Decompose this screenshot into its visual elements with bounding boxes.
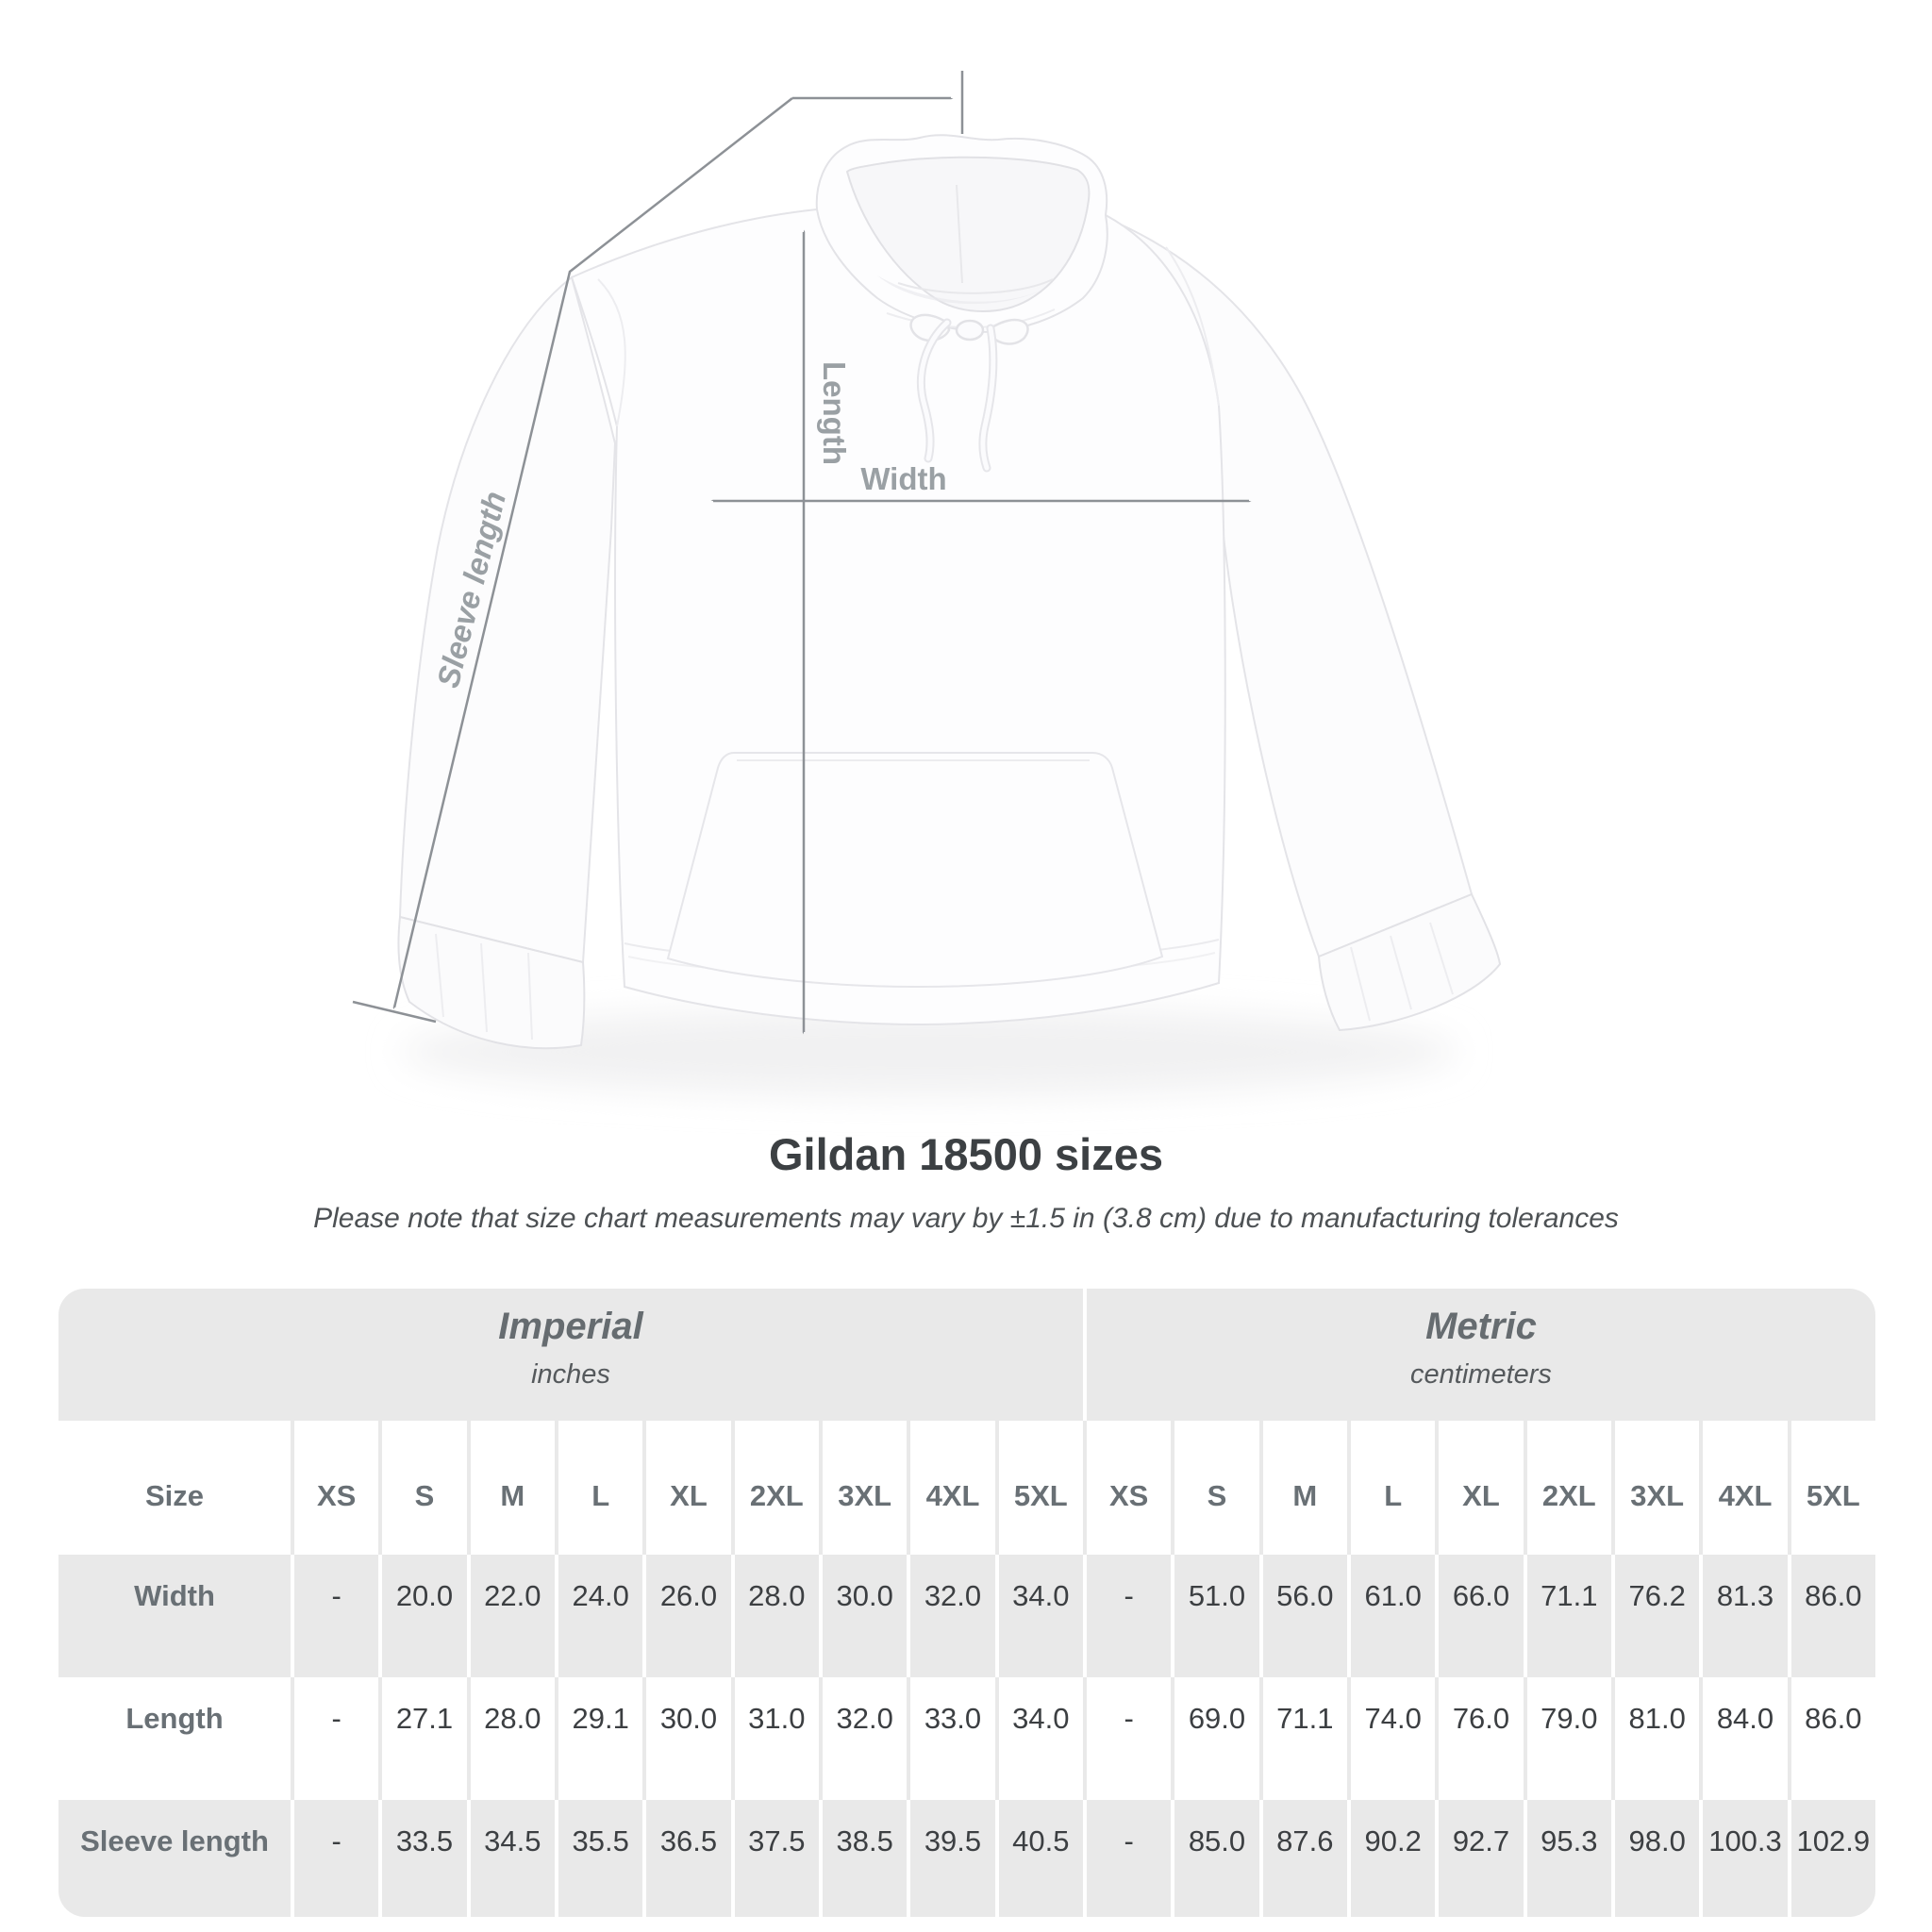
size-header-cell: 3XL	[823, 1421, 908, 1555]
title-block: Gildan 18500 sizes Please note that size…	[0, 1128, 1932, 1235]
size-header-cell: XL	[1439, 1421, 1524, 1555]
value-cell: 34.5	[470, 1800, 555, 1917]
value-cell: 30.0	[823, 1555, 908, 1677]
row-label-cell: Length	[58, 1677, 291, 1800]
value-cell: 35.5	[558, 1800, 643, 1917]
value-cell: 87.6	[1262, 1800, 1347, 1917]
imperial-group-header: Imperial inches	[58, 1289, 1083, 1421]
size-header-label: Size	[58, 1421, 291, 1555]
value-cell: 61.0	[1351, 1555, 1436, 1677]
value-cell: 36.5	[646, 1800, 731, 1917]
length-dimension-label: Length	[817, 361, 852, 465]
value-cell: 84.0	[1703, 1677, 1788, 1800]
value-cell: 100.3	[1703, 1800, 1788, 1917]
value-cell: 98.0	[1615, 1800, 1700, 1917]
value-cell: -	[294, 1677, 379, 1800]
size-header-cell: 4XL	[1703, 1421, 1788, 1555]
value-cell: 76.0	[1439, 1677, 1524, 1800]
value-cell: 71.1	[1262, 1677, 1347, 1800]
value-cell: 26.0	[646, 1555, 731, 1677]
value-cell: -	[294, 1800, 379, 1917]
size-header-cell: XS	[1087, 1421, 1172, 1555]
value-cell: 76.2	[1615, 1555, 1700, 1677]
value-cell: 32.0	[823, 1677, 908, 1800]
size-header-row: Size XS S M L XL 2XL 3XL 4XL 5XL XS S M …	[58, 1421, 1875, 1555]
value-cell: -	[1087, 1555, 1172, 1677]
metric-group-header: Metric centimeters	[1087, 1289, 1875, 1421]
value-cell: 30.0	[646, 1677, 731, 1800]
page-title: Gildan 18500 sizes	[768, 1129, 1164, 1179]
value-cell: 71.1	[1526, 1555, 1611, 1677]
size-header-cell: 3XL	[1615, 1421, 1700, 1555]
tolerance-note: Please note that size chart measurements…	[313, 1203, 1619, 1234]
value-cell: 22.0	[470, 1555, 555, 1677]
value-cell: 33.0	[910, 1677, 995, 1800]
sleeve-length-dimension-line	[352, 71, 964, 1024]
value-cell: 69.0	[1174, 1677, 1259, 1800]
size-header-cell: M	[470, 1421, 555, 1555]
width-row: Width - 20.0 22.0 24.0 26.0 28.0 30.0 32…	[58, 1555, 1875, 1677]
row-label-cell: Width	[58, 1555, 291, 1677]
value-cell: 79.0	[1526, 1677, 1611, 1800]
value-cell: 51.0	[1174, 1555, 1259, 1677]
size-header-cell: XS	[294, 1421, 379, 1555]
size-header-cell: L	[558, 1421, 643, 1555]
value-cell: 28.0	[470, 1677, 555, 1800]
value-cell: 102.9	[1790, 1800, 1875, 1917]
value-cell: 74.0	[1351, 1677, 1436, 1800]
imperial-group-unit: inches	[531, 1359, 610, 1390]
value-cell: 81.0	[1615, 1677, 1700, 1800]
value-cell: -	[1087, 1800, 1172, 1917]
value-cell: 24.0	[558, 1555, 643, 1677]
value-cell: 37.5	[734, 1800, 819, 1917]
value-cell: -	[1087, 1677, 1172, 1800]
value-cell: 34.0	[998, 1677, 1083, 1800]
value-cell: 85.0	[1174, 1800, 1259, 1917]
metric-group-label: Metric	[1425, 1306, 1537, 1347]
value-cell: 95.3	[1526, 1800, 1611, 1917]
value-cell: 39.5	[910, 1800, 995, 1917]
value-cell: 56.0	[1262, 1555, 1347, 1677]
hoodie-product-image	[352, 71, 1502, 1095]
width-dimension-label: Width	[860, 461, 947, 496]
value-cell: 86.0	[1790, 1677, 1875, 1800]
value-cell: 32.0	[910, 1555, 995, 1677]
size-header-cell: S	[382, 1421, 467, 1555]
size-header-cell: L	[1351, 1421, 1436, 1555]
size-header-cell: 5XL	[1790, 1421, 1875, 1555]
value-cell: 90.2	[1351, 1800, 1436, 1917]
value-cell: 92.7	[1439, 1800, 1524, 1917]
size-header-cell: 5XL	[998, 1421, 1083, 1555]
metric-group-unit: centimeters	[1410, 1359, 1552, 1390]
value-cell: 29.1	[558, 1677, 643, 1800]
size-header-cell: S	[1174, 1421, 1259, 1555]
value-cell: 34.0	[998, 1555, 1083, 1677]
size-header-cell: 4XL	[910, 1421, 995, 1555]
size-header-cell: 2XL	[1526, 1421, 1611, 1555]
size-header-cell: M	[1262, 1421, 1347, 1555]
value-cell: 33.5	[382, 1800, 467, 1917]
sleeve-length-row: Sleeve length - 33.5 34.5 35.5 36.5 37.5…	[58, 1800, 1875, 1917]
value-cell: 86.0	[1790, 1555, 1875, 1677]
imperial-group-label: Imperial	[498, 1306, 643, 1347]
value-cell: 40.5	[998, 1800, 1083, 1917]
value-cell: 28.0	[734, 1555, 819, 1677]
length-row: Length - 27.1 28.0 29.1 30.0 31.0 32.0 3…	[58, 1677, 1875, 1800]
hoodie-drawing	[397, 134, 1502, 1095]
row-label-cell: Sleeve length	[58, 1800, 291, 1917]
value-cell: 81.3	[1703, 1555, 1788, 1677]
unit-group-header-row: Imperial inches Metric centimeters	[58, 1289, 1875, 1421]
size-header-cell: XL	[646, 1421, 731, 1555]
value-cell: 31.0	[734, 1677, 819, 1800]
value-cell: 20.0	[382, 1555, 467, 1677]
size-header-cell: 2XL	[734, 1421, 819, 1555]
size-chart-table: Imperial inches Metric centimeters Size …	[58, 1289, 1875, 1917]
value-cell: 27.1	[382, 1677, 467, 1800]
value-cell: -	[294, 1555, 379, 1677]
value-cell: 66.0	[1439, 1555, 1524, 1677]
value-cell: 38.5	[823, 1800, 908, 1917]
